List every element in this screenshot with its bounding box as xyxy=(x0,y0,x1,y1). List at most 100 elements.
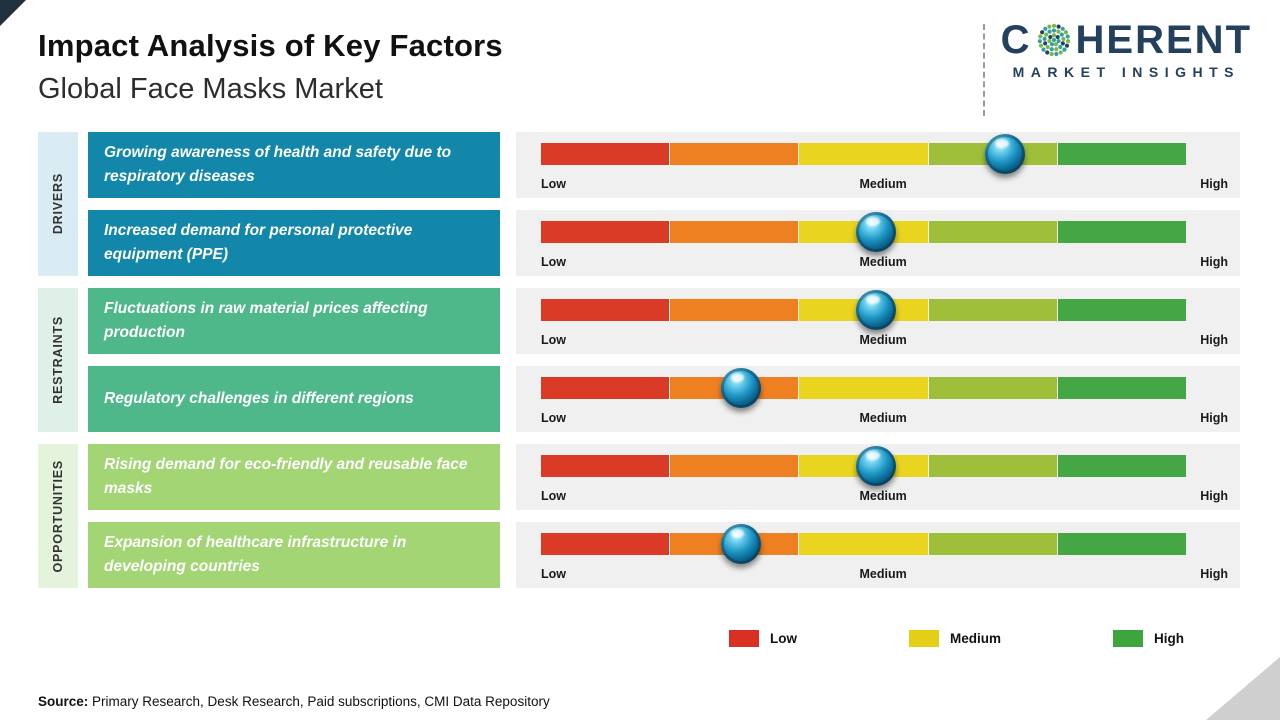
legend-label-medium: Medium xyxy=(949,631,1001,646)
factor-text-box: Growing awareness of health and safety d… xyxy=(88,132,500,198)
bar-segment xyxy=(1057,455,1187,477)
impact-analysis-chart: DRIVERS Growing awareness of health and … xyxy=(0,132,1280,588)
bar-segment xyxy=(1057,377,1187,399)
group-label-drivers: DRIVERS xyxy=(38,132,78,276)
factor-text-box: Increased demand for personal protective… xyxy=(88,210,500,276)
scale-labels: Low Medium High xyxy=(541,411,1228,425)
impact-panel: Low Medium High xyxy=(516,444,1240,510)
bar-segment xyxy=(1057,221,1187,243)
impact-marker-icon xyxy=(720,368,761,408)
impact-bar xyxy=(541,299,1187,321)
bar-segment xyxy=(670,143,799,165)
scale-labels: Low Medium High xyxy=(541,333,1228,347)
scale-medium-label: Medium xyxy=(859,177,907,191)
group-opportunities: OPPORTUNITIES Rising demand for eco-frie… xyxy=(38,444,1240,588)
header: Impact Analysis of Key Factors Global Fa… xyxy=(0,0,1280,116)
legend-swatch-medium xyxy=(908,630,939,647)
bar-segment xyxy=(928,377,1057,399)
legend-label-low: Low xyxy=(769,631,797,646)
scale-medium-label: Medium xyxy=(859,411,907,425)
scale-low-label: Low xyxy=(541,333,566,347)
scale-labels: Low Medium High xyxy=(541,177,1228,191)
bar-segment xyxy=(670,455,799,477)
factor-row: Fluctuations in raw material prices affe… xyxy=(88,288,1240,354)
bar-segment xyxy=(928,533,1057,555)
scale-high-label: High xyxy=(1200,255,1228,269)
impact-marker-icon xyxy=(856,290,897,330)
factor-row: Rising demand for eco-friendly and reusa… xyxy=(88,444,1240,510)
scale-high-label: High xyxy=(1200,411,1228,425)
legend-item-medium: Medium xyxy=(908,630,1001,647)
scale-low-label: Low xyxy=(541,567,566,581)
factor-row: Expansion of healthcare infrastructure i… xyxy=(88,522,1240,588)
bar-segment xyxy=(541,533,670,555)
impact-marker-icon xyxy=(720,524,761,564)
impact-panel: Low Medium High xyxy=(516,522,1240,588)
title-block: Impact Analysis of Key Factors Global Fa… xyxy=(38,28,503,106)
group-restraints: RESTRAINTS Fluctuations in raw material … xyxy=(38,288,1240,432)
bar-segment xyxy=(799,143,928,165)
impact-marker-icon xyxy=(856,446,897,486)
scale-high-label: High xyxy=(1200,489,1228,503)
factor-text-box: Rising demand for eco-friendly and reusa… xyxy=(88,444,500,510)
factor-text-box: Expansion of healthcare infrastructure i… xyxy=(88,522,500,588)
logo-divider-dashed-line xyxy=(982,24,985,116)
factor-text: Rising demand for eco-friendly and reusa… xyxy=(104,455,468,497)
factor-row: Regulatory challenges in different regio… xyxy=(88,366,1240,432)
scale-low-label: Low xyxy=(541,489,566,503)
corner-decoration-bottom-right xyxy=(1206,657,1280,720)
impact-bar xyxy=(541,533,1187,555)
logo-text-block: C HERENT MARKET INSIGHTS xyxy=(1001,20,1252,80)
factor-text-box: Fluctuations in raw material prices affe… xyxy=(88,288,500,354)
factor-row: Increased demand for personal protective… xyxy=(88,210,1240,276)
bar-segment xyxy=(541,143,670,165)
impact-panel: Low Medium High xyxy=(516,132,1240,198)
scale-medium-label: Medium xyxy=(859,489,907,503)
scale-labels: Low Medium High xyxy=(541,489,1228,503)
scale-low-label: Low xyxy=(541,255,566,269)
factor-text: Expansion of healthcare infrastructure i… xyxy=(104,533,407,575)
factor-text-box: Regulatory challenges in different regio… xyxy=(88,366,500,432)
logo-text-prefix: C xyxy=(1000,18,1032,62)
bar-segment xyxy=(799,533,928,555)
source-line: Source: Primary Research, Desk Research,… xyxy=(38,694,550,709)
legend-item-high: High xyxy=(1113,630,1184,647)
factor-text: Increased demand for personal protective… xyxy=(104,221,413,263)
factor-text: Growing awareness of health and safety d… xyxy=(104,143,452,185)
legend: Low Medium High xyxy=(0,630,1184,647)
group-label-text: OPPORTUNITIES xyxy=(51,459,65,573)
group-label-opportunities: OPPORTUNITIES xyxy=(38,444,78,588)
bar-segment xyxy=(928,455,1057,477)
bar-segment xyxy=(928,221,1057,243)
group-drivers: DRIVERS Growing awareness of health and … xyxy=(38,132,1240,276)
impact-panel: Low Medium High xyxy=(516,210,1240,276)
impact-marker-icon xyxy=(985,134,1026,174)
impact-bar xyxy=(541,143,1187,165)
legend-swatch-low xyxy=(728,630,759,647)
logo-text-suffix: HERENT xyxy=(1075,18,1252,62)
scale-medium-label: Medium xyxy=(859,255,907,269)
bar-segment xyxy=(1057,533,1187,555)
logo-wordmark: C HERENT xyxy=(1001,20,1252,60)
factor-text: Regulatory challenges in different regio… xyxy=(104,389,414,407)
impact-bar xyxy=(541,377,1187,399)
source-label: Source: xyxy=(38,694,89,709)
factor-row: Growing awareness of health and safety d… xyxy=(88,132,1240,198)
scale-high-label: High xyxy=(1200,567,1228,581)
source-text: Primary Research, Desk Research, Paid su… xyxy=(92,694,550,709)
logo-tagline: MARKET INSIGHTS xyxy=(1012,64,1241,80)
legend-item-low: Low xyxy=(728,630,797,647)
scale-medium-label: Medium xyxy=(859,567,907,581)
bar-segment xyxy=(670,221,799,243)
legend-label-high: High xyxy=(1154,631,1184,646)
bar-segment xyxy=(541,455,670,477)
bar-segment xyxy=(1057,143,1187,165)
bar-segment xyxy=(928,299,1057,321)
brand-logo: C HERENT MARKET INSIGHTS xyxy=(982,20,1252,116)
scale-low-label: Low xyxy=(541,177,566,191)
scale-medium-label: Medium xyxy=(859,333,907,347)
logo-o-icon xyxy=(1034,20,1074,60)
impact-marker-icon xyxy=(856,212,897,252)
factor-text: Fluctuations in raw material prices affe… xyxy=(104,299,428,341)
bar-segment xyxy=(541,299,670,321)
